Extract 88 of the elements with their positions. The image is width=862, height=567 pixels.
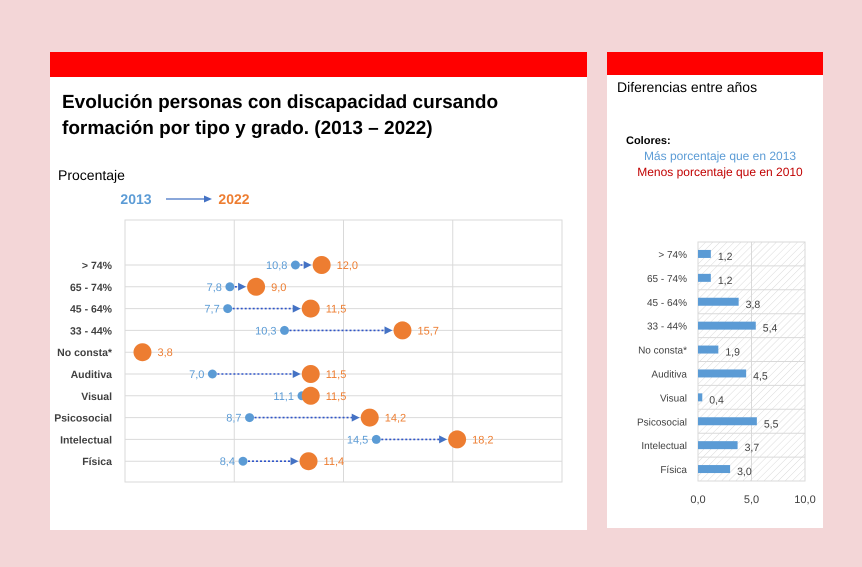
y-tick-label: Auditiva [651,369,688,380]
y-tick-label: Visual [81,390,112,403]
point [223,304,232,314]
point [247,278,266,296]
data-label: 11,5 [326,369,346,381]
bar [698,417,757,426]
data-label: 7,8 [206,282,222,294]
data-label: 1,2 [718,274,733,287]
point [280,326,290,335]
point [208,370,217,378]
y-tick-label: > 74% [658,250,688,261]
data-label: 5,5 [764,418,779,430]
y-tick-label: 33 - 44% [646,322,688,333]
bar [698,250,711,258]
point [448,430,466,448]
data-label: 9,0 [271,282,286,294]
data-label: 7,7 [204,304,220,316]
bar [698,393,702,402]
data-label: 10,8 [266,260,288,272]
point [133,343,152,362]
point [302,386,320,405]
y-tick-label: 65 - 74% [646,274,688,285]
y-tick-label: 45 - 64% [646,298,688,309]
x-tick-label: 10,0 [794,494,816,506]
point [290,260,300,270]
bar [698,274,711,282]
x-tick-label: 0,0 [690,494,706,506]
y-tick-label: Psicosocial [54,412,112,425]
point [302,300,320,318]
point [312,256,331,274]
text: Colores: [626,135,671,147]
data-label: 10,3 [255,325,277,338]
data-label: 3,0 [737,466,752,478]
point [238,456,248,466]
data-label: 14,5 [346,434,368,446]
bar [698,298,739,306]
data-label: 15,7 [417,325,439,338]
data-label: 11,5 [326,304,346,316]
data-label: 3,8 [746,298,760,311]
bar [698,322,756,330]
chart-subtitle: Procentaje [58,167,126,183]
y-tick-label: No consta* [638,346,688,357]
text: 2013 [120,191,152,207]
y-tick-label: Psicosocial [636,417,687,428]
y-tick-label: 65 - 74% [70,282,113,294]
data-label: 3,7 [744,442,760,454]
y-tick-label: Física [660,465,688,476]
data-label: 11,5 [326,390,346,403]
data-label: 14,2 [384,412,406,425]
data-label: 11,4 [324,456,344,468]
point [393,321,412,340]
text: 2022 [218,191,250,207]
y-tick-label: 45 - 64% [70,304,113,316]
y-tick-label: 33 - 44% [70,325,113,338]
point [372,434,381,444]
bar [698,465,730,474]
bar [698,441,738,450]
data-label: 11,1 [273,390,294,403]
data-label: 8,4 [220,456,235,468]
point [245,413,254,422]
point [302,365,320,383]
y-tick-label: > 74% [82,260,113,272]
data-label: 18,2 [472,434,494,446]
y-tick-label: No consta* [57,347,113,360]
x-tick-label: 5,0 [744,494,760,506]
y-tick-label: Auditiva [70,369,112,381]
point [225,282,234,292]
text: Más porcentaje que en 2013 [644,149,796,163]
point [300,452,318,470]
bar [698,369,746,378]
data-label: 1,2 [718,250,733,263]
data-label: 0,4 [709,394,724,406]
point [360,408,379,427]
data-label: 12,0 [336,260,358,272]
chart-title: Diferencias entre años [617,79,758,95]
data-label: 4,5 [753,370,768,382]
data-label: 7,0 [189,369,204,381]
y-tick-label: Física [82,456,112,468]
chart-title: Evolución personas con discapacidad cursando formación por tipo y grado. (2013 – 2022) [62,92,498,139]
data-label: 3,8 [157,347,173,360]
data-label: 5,4 [762,322,778,335]
bar [698,346,718,354]
y-tick-label: Visual [660,393,687,404]
data-label: 1,9 [725,346,740,359]
y-tick-label: Intelectual [60,434,112,446]
y-tick-label: Intelectual [641,441,687,452]
text: Menos porcentaje que en 2010 [637,165,804,179]
data-label: 8,7 [226,412,242,425]
